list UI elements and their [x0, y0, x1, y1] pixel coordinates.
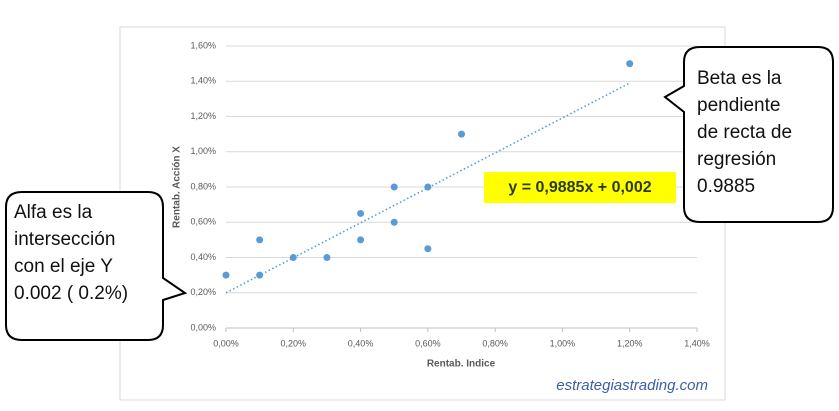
callout-line: con el eje Y — [14, 256, 113, 277]
x-tick-label: 0,20% — [281, 338, 307, 348]
watermark: estrategiastrading.com — [556, 377, 708, 394]
y-tick-label: 0,80% — [190, 181, 216, 191]
point — [390, 218, 398, 226]
point — [256, 271, 264, 279]
x-tick-label: 0,00% — [213, 338, 239, 348]
equation-bg — [484, 172, 676, 203]
point — [626, 60, 634, 68]
callout-line: Beta es la — [697, 68, 782, 89]
alfa-callout — [5, 191, 188, 341]
point — [256, 236, 264, 244]
y-tick-label: 1,00% — [190, 146, 216, 156]
callout-line: 0.9885 — [697, 176, 755, 197]
x-tick-label: 1,40% — [684, 338, 710, 348]
y-tick-label: 0,00% — [190, 322, 216, 332]
x-tick-label: 0,60% — [415, 338, 441, 348]
y-tick-label: 1,60% — [190, 40, 216, 50]
x-tick-label: 1,20% — [617, 338, 643, 348]
y-tick-label: 0,40% — [190, 252, 216, 262]
callout-line: pendiente — [697, 95, 780, 116]
point — [323, 254, 331, 261]
point — [390, 183, 398, 191]
callout-line: Alfa es la — [14, 202, 93, 223]
y-tick-label: 1,40% — [190, 76, 216, 86]
y-tick-label: 0,20% — [190, 287, 216, 297]
point — [458, 130, 465, 138]
y-tick-label: 0,60% — [190, 217, 216, 227]
point — [357, 236, 365, 244]
point — [424, 245, 432, 253]
x-tick-label: 1,00% — [550, 338, 576, 348]
chart-frame — [119, 26, 726, 401]
callout-line: intersección — [14, 229, 115, 250]
x-tick-label: 0,40% — [348, 338, 374, 348]
y-axis-title: Rentab. Acción X — [172, 146, 183, 228]
callout-line: regresión — [697, 149, 776, 170]
callout-line: de recta de — [697, 122, 792, 143]
beta-callout — [663, 46, 834, 223]
y-tick-label: 1,20% — [190, 111, 216, 121]
point — [357, 209, 365, 217]
x-tick-label: 0,80% — [482, 338, 508, 348]
point — [289, 254, 297, 261]
x-axis-title: Rentab. Indice — [427, 359, 496, 370]
equation-box: y = 0,9885x + 0,002 — [484, 172, 676, 203]
point — [222, 271, 230, 279]
equation: y = 0,9885x + 0,002 — [508, 179, 651, 196]
point — [424, 183, 432, 191]
callout-line: 0.002 ( 0.2%) — [14, 283, 128, 304]
